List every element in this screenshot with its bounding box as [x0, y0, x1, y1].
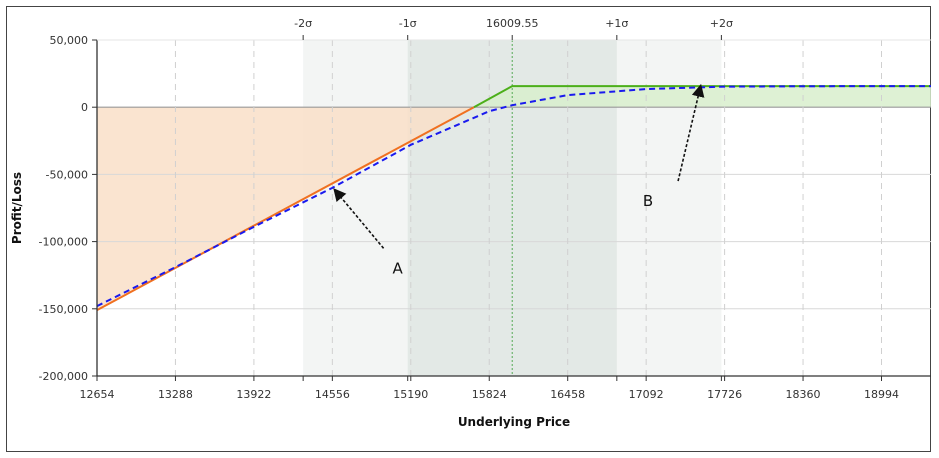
y-tick-label: 0 — [81, 101, 88, 114]
x-tick-label: 15190 — [393, 388, 428, 401]
y-tick-label: 50,000 — [50, 34, 89, 47]
x-tick-label: 18360 — [786, 388, 821, 401]
axes: 50,000 0 -50,000 -100,000 -150,000 -200,000 12… — [39, 34, 931, 401]
sigma-marker-label: 16009.55 — [486, 17, 539, 30]
x-tick-label: 13288 — [158, 388, 193, 401]
x-tick-label: 16458 — [550, 388, 585, 401]
x-tick-label: 13922 — [236, 388, 271, 401]
y-tick-label: -200,000 — [39, 370, 88, 383]
x-tick-label: 12654 — [80, 388, 115, 401]
x-tick-label: 14556 — [315, 388, 350, 401]
annotations: AB — [333, 83, 705, 277]
y-tick-label: -50,000 — [46, 168, 88, 181]
sigma-marker-label: -1σ — [399, 17, 417, 30]
y-axis-title: Profit/Loss — [10, 172, 24, 244]
annotation-label-b: B — [643, 192, 653, 210]
expiration-line-loss — [96, 106, 475, 312]
annotation-arrow-a — [333, 188, 385, 249]
sigma-marker-label: +2σ — [710, 17, 733, 30]
x-tick-label: 17726 — [707, 388, 742, 401]
x-tick-label: 18994 — [864, 388, 899, 401]
profit-area — [473, 86, 931, 108]
sigma-marker-label: +1σ — [605, 17, 628, 30]
y-tick-label: -100,000 — [39, 236, 88, 249]
x-tick-label: 17092 — [629, 388, 664, 401]
x-axis-title: Underlying Price — [458, 415, 570, 429]
annotation-label-a: A — [392, 259, 403, 277]
pl-series — [96, 85, 931, 312]
current-pl-dashed-line — [96, 85, 931, 308]
annotation-arrow-b — [677, 83, 705, 182]
y-tick-label: -150,000 — [39, 303, 88, 316]
top-sigma-markers: -2σ -1σ 16009.55 +1σ +2σ — [294, 17, 733, 40]
x-tick-label: 15824 — [472, 388, 507, 401]
sigma-marker-label: -2σ — [294, 17, 312, 30]
